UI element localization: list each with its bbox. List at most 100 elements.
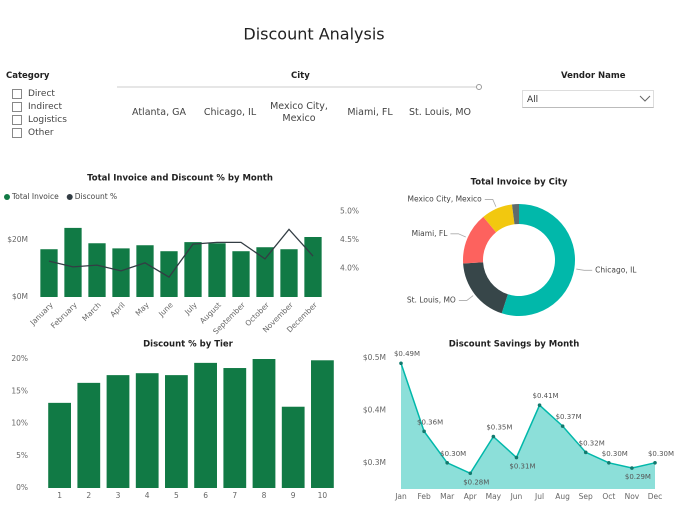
x-tick-label: Jan <box>394 492 407 501</box>
chart-title: Discount % by Tier <box>143 340 234 350</box>
data-label: $0.37M <box>556 413 582 421</box>
bar <box>135 373 159 488</box>
option-label: Other <box>28 127 54 138</box>
x-tick-label: 3 <box>116 491 121 500</box>
checkbox[interactable] <box>12 88 22 99</box>
city-option[interactable]: Mexico City, Mexico <box>270 101 328 124</box>
x-tick-label: March <box>80 300 103 323</box>
vendor-dropdown[interactable]: All <box>522 90 654 108</box>
dropdown-chevron <box>639 95 651 102</box>
slice-label: Mexico City, Mexico <box>408 194 483 203</box>
y-tick-label: 0% <box>16 483 28 492</box>
option-label: Direct <box>28 88 55 99</box>
bar <box>77 382 101 488</box>
donut-slice <box>501 204 576 316</box>
bar <box>165 375 188 488</box>
point <box>583 450 588 455</box>
bar <box>280 249 298 297</box>
point <box>653 461 657 465</box>
x-tick-label: May <box>133 300 151 318</box>
leader-line <box>484 199 497 207</box>
x-tick-label: 4 <box>145 491 150 500</box>
slider-handle[interactable] <box>476 84 482 90</box>
x-tick-label: 7 <box>232 491 237 500</box>
x-tick-label: Dec <box>648 492 663 501</box>
category-title: Category <box>6 71 50 81</box>
bar <box>232 251 250 297</box>
y-tick-label: $0.3M <box>363 458 386 467</box>
x-tick-label: July <box>182 300 199 317</box>
vendor-selected: All <box>527 95 539 105</box>
bar <box>223 368 247 488</box>
category-option[interactable]: Direct <box>12 87 67 100</box>
checkbox[interactable] <box>12 101 22 112</box>
legend-label: Total Invoice <box>11 192 59 201</box>
city-option[interactable]: Chicago, IL <box>203 107 257 118</box>
bar <box>208 243 226 297</box>
legend-marker <box>66 194 73 200</box>
line <box>400 362 656 475</box>
point <box>491 434 496 439</box>
data-label: $0.36M <box>417 418 443 426</box>
checkbox[interactable] <box>12 127 22 138</box>
point <box>537 403 542 407</box>
chart-title: Total Invoice and Discount % by Month <box>87 174 273 184</box>
point <box>399 361 403 366</box>
point <box>422 429 426 434</box>
x-tick-label: Feb <box>417 492 431 501</box>
page-title: Discount Analysis <box>243 25 384 44</box>
category-option[interactable]: Indirect <box>12 100 67 113</box>
data-label: $0.30M <box>648 450 674 458</box>
point <box>468 471 473 476</box>
chart-title: Discount Savings by Month <box>449 340 580 350</box>
category-option[interactable]: Logistics <box>12 113 67 126</box>
city-title: City <box>291 71 310 81</box>
x-tick-label: Sep <box>579 492 593 501</box>
city-option[interactable]: Miami, FL <box>347 107 393 118</box>
x-tick-label: 10 <box>318 491 328 500</box>
bar <box>64 227 82 297</box>
y-tick-label: $0.4M <box>363 405 386 414</box>
bar <box>136 245 154 297</box>
checkbox[interactable] <box>12 114 22 125</box>
x-tick-label: Nov <box>625 492 640 501</box>
data-label: $0.32M <box>579 439 605 447</box>
bar <box>106 375 130 488</box>
point <box>607 461 611 465</box>
x-tick-label: February <box>49 300 79 330</box>
city-option[interactable]: Atlanta, GA <box>132 107 186 118</box>
x-tick-label: Apr <box>464 492 478 501</box>
donut-slice <box>511 204 519 225</box>
y-tick-label: $0M <box>12 292 28 301</box>
legend-marker <box>4 194 10 200</box>
data-label: $0.35M <box>486 424 512 432</box>
option-label: Logistics <box>28 114 67 125</box>
point <box>445 461 449 465</box>
y-tick-label: $20M <box>7 235 28 244</box>
donut-slice <box>483 204 515 233</box>
bar <box>48 402 71 488</box>
x-tick-label: 2 <box>86 491 91 500</box>
point <box>630 466 634 470</box>
y-tick-label: 15% <box>11 386 28 395</box>
bar <box>88 243 106 297</box>
x-tick-label: April <box>108 300 126 318</box>
x-tick-label: 1 <box>57 491 62 500</box>
category-option[interactable]: Other <box>12 126 67 139</box>
bar <box>160 251 178 297</box>
y2-tick-label: 4.5% <box>340 235 359 244</box>
data-label: $0.49M <box>394 350 420 358</box>
bar <box>281 406 305 488</box>
point <box>514 455 519 460</box>
city-option[interactable]: St. Louis, MO <box>408 107 472 118</box>
x-tick-label: Oct <box>602 492 615 501</box>
x-tick-label: June <box>156 300 175 319</box>
slice-label: St. Louis, MO <box>407 295 456 304</box>
leader-line <box>450 233 466 238</box>
x-tick-label: 6 <box>203 491 208 500</box>
y-tick-label: 20% <box>11 354 28 363</box>
data-label: $0.28M <box>463 478 489 486</box>
y-tick-label: $0.5M <box>363 353 386 362</box>
x-tick-label: Jun <box>510 492 523 501</box>
